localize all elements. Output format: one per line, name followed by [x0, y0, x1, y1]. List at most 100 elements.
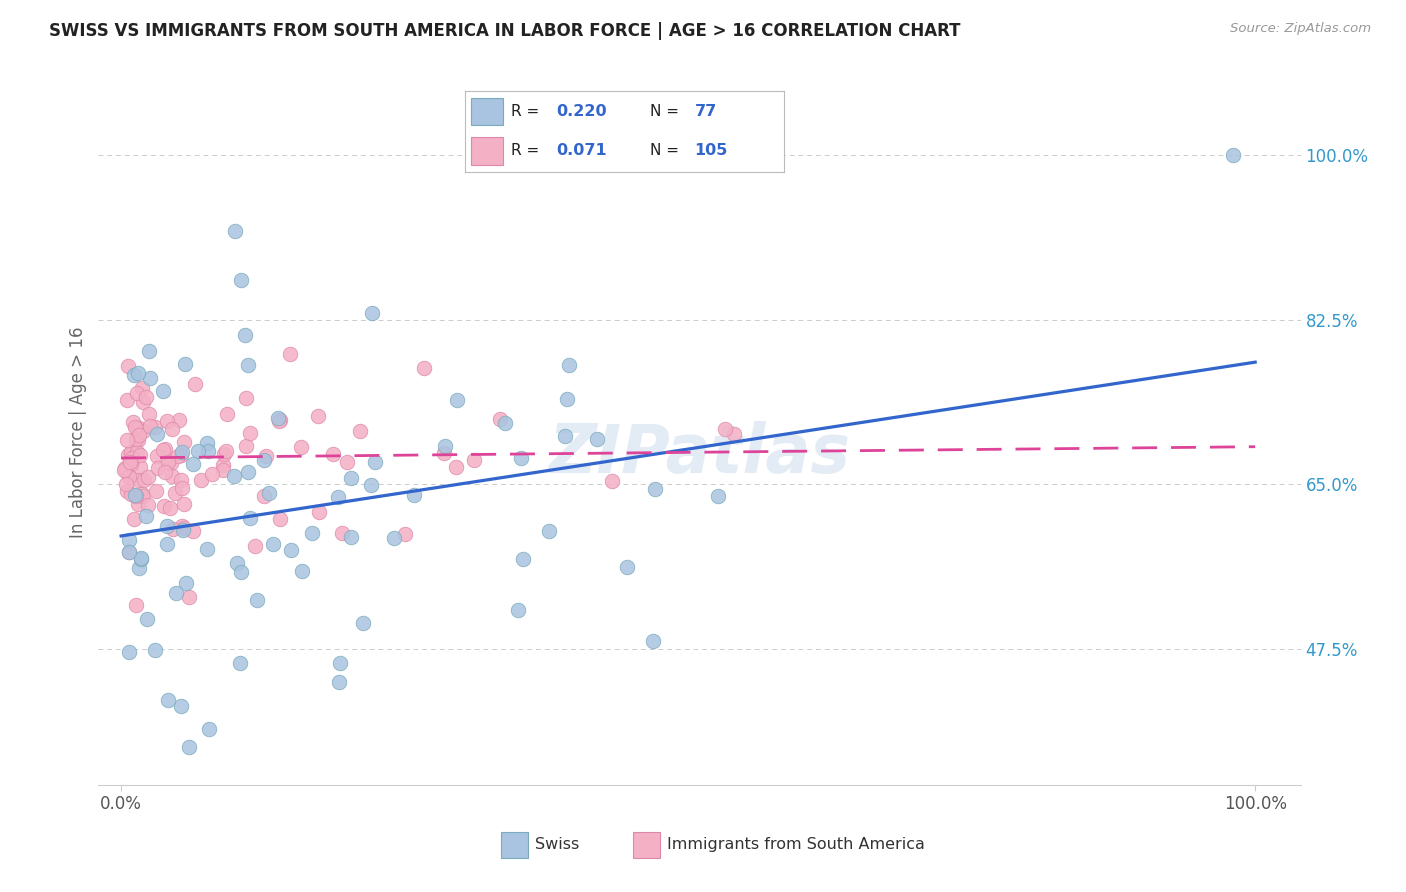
Point [269, 512, 291, 526]
Point [339, 471, 361, 485]
Point [195, 435, 218, 450]
Point [131, 380, 153, 394]
Point [162, 422, 184, 436]
Point [122, 512, 145, 526]
Point [124, 368, 146, 382]
Point [153, 465, 176, 479]
Point [121, 451, 143, 466]
Text: Immigrants from South America: Immigrants from South America [666, 838, 925, 853]
Point [229, 656, 252, 670]
Point [197, 443, 219, 458]
Point [246, 593, 269, 607]
Point [159, 500, 181, 515]
Point [125, 598, 148, 612]
Point [506, 603, 529, 617]
Point [172, 523, 194, 537]
Point [159, 456, 181, 470]
Point [120, 457, 142, 471]
Point [509, 451, 531, 466]
Point [212, 447, 235, 461]
Point [156, 518, 179, 533]
Point [131, 486, 153, 500]
Point [183, 377, 205, 392]
Point [135, 509, 157, 524]
Point [135, 390, 157, 404]
Text: ZIPatlas: ZIPatlas [548, 421, 851, 487]
Point [723, 426, 745, 441]
Point [195, 542, 218, 557]
Point [349, 424, 371, 438]
Point [125, 489, 148, 503]
Point [179, 740, 201, 755]
Point [169, 413, 191, 427]
Point [1222, 148, 1244, 162]
Point [118, 545, 141, 559]
Point [253, 452, 276, 467]
Point [330, 526, 353, 541]
Point [163, 485, 186, 500]
Text: Swiss: Swiss [534, 838, 579, 853]
Point [114, 464, 136, 478]
Point [235, 391, 257, 405]
Point [267, 411, 290, 425]
Point [114, 461, 136, 475]
Point [131, 395, 153, 409]
Point [124, 420, 146, 434]
Point [308, 505, 330, 519]
Point [167, 449, 190, 463]
Point [117, 483, 139, 498]
Point [211, 463, 233, 477]
Point [257, 486, 280, 500]
Point [152, 442, 174, 457]
Point [132, 489, 155, 503]
Point [127, 422, 149, 436]
Point [128, 474, 150, 488]
Text: Source: ZipAtlas.com: Source: ZipAtlas.com [1230, 22, 1371, 36]
Point [290, 440, 312, 454]
Point [136, 612, 159, 626]
Point [181, 457, 204, 471]
Point [537, 524, 560, 539]
Point [211, 458, 233, 472]
Point [229, 273, 252, 287]
Point [115, 476, 138, 491]
Point [157, 455, 180, 469]
Point [129, 448, 152, 462]
FancyBboxPatch shape [633, 832, 659, 857]
Point [115, 392, 138, 407]
Point [243, 540, 266, 554]
Point [118, 645, 141, 659]
Point [412, 361, 434, 376]
Point [239, 425, 262, 440]
Point [138, 371, 160, 385]
Point [352, 615, 374, 630]
Point [433, 439, 456, 453]
Point [301, 525, 323, 540]
Point [239, 511, 262, 525]
Point [156, 414, 179, 428]
Point [173, 497, 195, 511]
Point [444, 460, 467, 475]
Point [181, 524, 204, 538]
Point [644, 482, 666, 496]
Point [129, 552, 152, 566]
Point [165, 585, 187, 599]
Point [152, 384, 174, 398]
Point [267, 414, 290, 428]
Point [170, 474, 193, 488]
Point [198, 722, 221, 736]
Point [125, 385, 148, 400]
Point [179, 590, 201, 604]
Point [121, 415, 143, 429]
Point [127, 367, 149, 381]
Point [215, 407, 238, 421]
Point [463, 452, 485, 467]
Point [558, 358, 581, 372]
Point [224, 224, 246, 238]
Point [262, 537, 284, 551]
Point [360, 478, 382, 492]
Point [307, 409, 329, 423]
Point [360, 306, 382, 320]
Point [143, 420, 166, 434]
Point [157, 693, 180, 707]
